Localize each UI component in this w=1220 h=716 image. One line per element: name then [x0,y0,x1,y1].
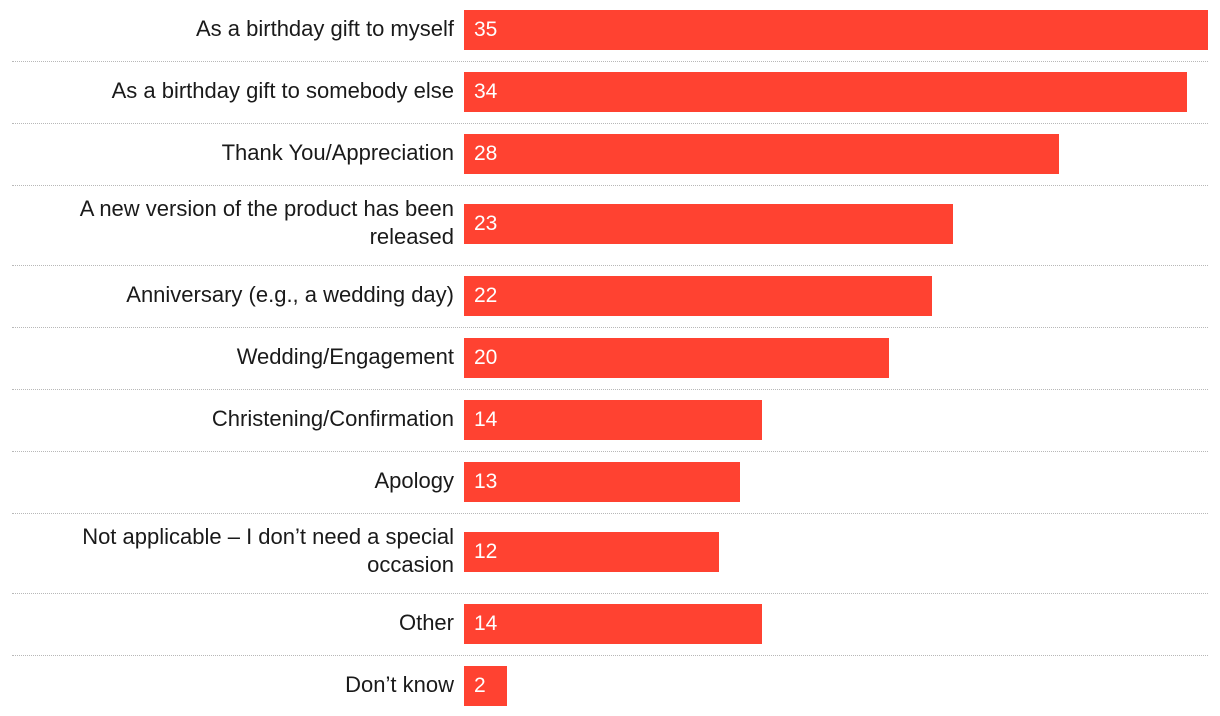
value-label: 2 [474,674,486,697]
category-label: Wedding/Engagement [236,344,454,369]
bar: 34 [464,72,1187,112]
bar-row: Wedding/Engagement 20 [0,338,1220,378]
value-label: 28 [474,142,498,165]
category-label: Not applicable – I don’t need a special … [82,524,454,577]
value-label: 35 [474,18,498,41]
row-divider [12,327,1208,328]
value-label: 12 [474,540,498,563]
bar-row: Thank You/Appreciation 28 [0,134,1220,174]
category-label: Don’t know [345,672,454,697]
category-label: Thank You/Appreciation [221,140,454,165]
category-label: A new version of the product has been re… [79,196,454,249]
bar: 2 [464,666,507,706]
bar: 22 [464,276,932,316]
row-divider [12,513,1208,514]
bar-row: Anniversary (e.g., a wedding day) 22 [0,276,1220,316]
bar: 13 [464,462,740,502]
category-label: As a birthday gift to somebody else [111,78,454,103]
category-label: Christening/Confirmation [211,406,454,431]
bar: 20 [464,338,889,378]
bar: 28 [464,134,1059,174]
row-divider [12,123,1208,124]
bar: 14 [464,400,762,440]
bar: 35 [464,10,1208,50]
bar-row: Apology 13 [0,462,1220,502]
row-divider [12,265,1208,266]
category-label: Apology [374,468,454,493]
row-divider [12,655,1208,656]
bar-row: Don’t know 2 [0,666,1220,706]
bar-row: Christening/Confirmation 14 [0,400,1220,440]
row-divider [12,451,1208,452]
row-divider [12,61,1208,62]
row-divider [12,593,1208,594]
value-label: 14 [474,612,498,635]
value-label: 20 [474,346,498,369]
category-label: As a birthday gift to myself [196,16,454,41]
value-label: 22 [474,284,498,307]
bar: 23 [464,204,953,244]
bar: 14 [464,604,762,644]
row-divider [12,185,1208,186]
value-label: 14 [474,408,498,431]
value-label: 23 [474,212,498,235]
category-label: Other [398,610,454,635]
row-divider [12,389,1208,390]
value-label: 34 [474,80,498,103]
bar-row: As a birthday gift to myself 35 [0,10,1220,50]
category-label: Anniversary (e.g., a wedding day) [126,282,454,307]
bar-row: A new version of the product has been re… [0,196,1220,249]
bar: 12 [464,532,719,572]
bar-row: Not applicable – I don’t need a special … [0,524,1220,577]
value-label: 13 [474,470,498,493]
bar-row: As a birthday gift to somebody else 34 [0,72,1220,112]
bar-row: Other 14 [0,604,1220,644]
